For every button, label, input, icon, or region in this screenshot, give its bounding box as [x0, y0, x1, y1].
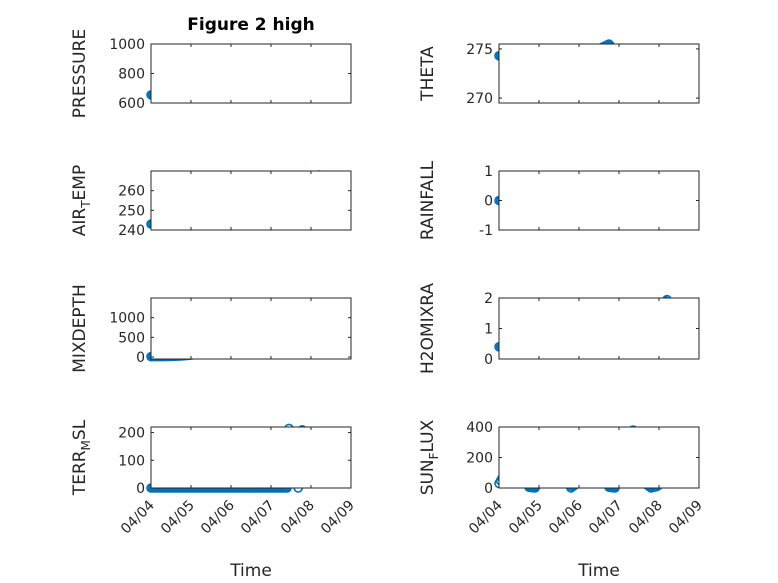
- y-tick-label: 0: [136, 481, 145, 497]
- subplot-theta: 270 275 THETA: [418, 39, 700, 107]
- y-tick-label: 240: [118, 223, 145, 239]
- y-tick-label: 1: [484, 322, 493, 338]
- y-tick-label: 1000: [109, 37, 145, 53]
- subplot-pressure: 600 800 1000 PRESSURE: [70, 29, 352, 118]
- x-axis-label: Time: [577, 561, 620, 581]
- axis-box: [498, 43, 700, 104]
- y-tick-label: 0: [484, 352, 493, 368]
- subplot-rainfall: -1 0 1 RAINFALL: [418, 160, 700, 240]
- y-axis-label: TERRMSL: [70, 419, 93, 496]
- y-axis-label: H2OMIXRA: [418, 283, 438, 374]
- y-tick-label: 400: [466, 420, 493, 436]
- y-tick-label: 250: [118, 203, 145, 219]
- subplot-mixdepth: 0 500 1000 MIXDEPTH: [70, 284, 352, 373]
- y-tick-label: 275: [466, 42, 493, 58]
- y-tick-label: 2: [484, 291, 493, 307]
- y-tick-label: 200: [466, 451, 493, 467]
- axis-box: [150, 170, 352, 231]
- y-axis-label: AIRTEMP: [70, 165, 93, 236]
- y-tick-label: 270: [466, 91, 493, 107]
- y-tick-label: 500: [118, 330, 145, 346]
- y-axis-label: PRESSURE: [70, 29, 90, 118]
- y-tick-label: 200: [118, 426, 145, 442]
- y-tick-label: 800: [118, 67, 145, 83]
- y-tick-label: 1: [484, 164, 493, 180]
- y-tick-label: 0: [136, 350, 145, 366]
- subplot-h2omixra: 0 1 2 H2OMIXRA: [418, 283, 700, 374]
- x-axis-label: Time: [229, 561, 272, 581]
- y-tick-label: 600: [118, 96, 145, 112]
- y-axis-label: SUNFLUX: [418, 419, 441, 495]
- axis-box: [150, 297, 352, 360]
- y-axis-label: THETA: [418, 46, 438, 102]
- figure-title: Figure 2 high: [187, 15, 315, 35]
- y-tick-label: 100: [118, 453, 145, 469]
- y-tick-label: 0: [484, 194, 493, 210]
- axis-box: [498, 170, 700, 231]
- axis-box: [498, 426, 700, 489]
- subplot-air_temp: 240 250 260 AIRTEMP: [70, 165, 352, 239]
- y-axis-label: RAINFALL: [418, 160, 438, 240]
- axis-box: [150, 426, 352, 489]
- y-tick-label: 0: [484, 481, 493, 497]
- axis-box: [150, 43, 352, 104]
- y-tick-label: 1000: [109, 311, 145, 327]
- y-tick-label: 260: [118, 184, 145, 200]
- y-tick-label: -1: [479, 223, 493, 239]
- axis-box: [498, 297, 700, 360]
- y-axis-label: MIXDEPTH: [70, 284, 90, 373]
